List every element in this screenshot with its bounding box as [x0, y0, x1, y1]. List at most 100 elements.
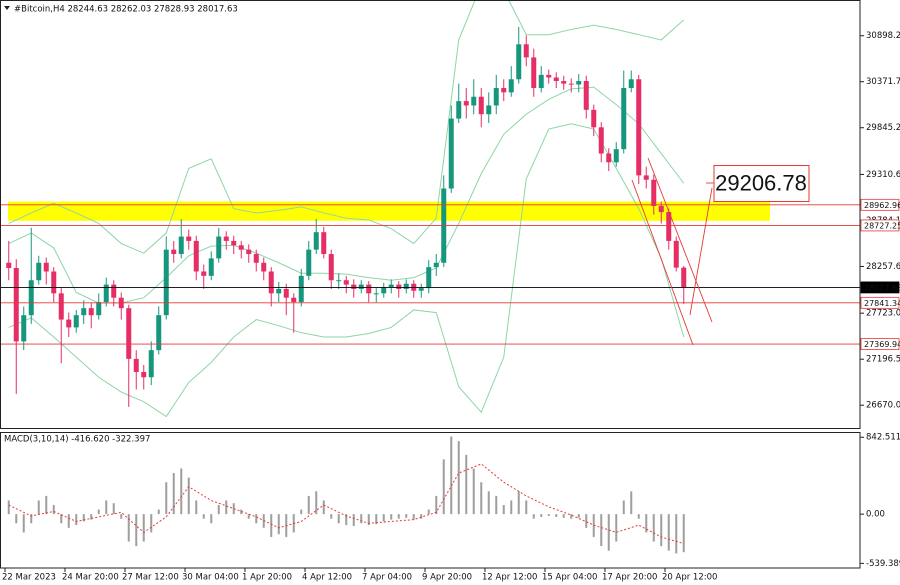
- candle-body: [336, 280, 342, 282]
- y-tick-label: 28257.60: [866, 262, 900, 272]
- macd-bar: [517, 491, 520, 515]
- macd-bar: [187, 477, 190, 515]
- candle-body: [651, 179, 657, 206]
- candle-body: [508, 79, 514, 93]
- candle-body: [201, 271, 207, 276]
- candle-body: [111, 284, 117, 298]
- candle-body: [313, 232, 319, 250]
- macd-bar: [622, 500, 625, 515]
- candle-body: [283, 288, 289, 298]
- candle-body: [291, 297, 297, 303]
- macd-signal: [8, 463, 684, 545]
- macd-bar: [607, 514, 610, 551]
- candle-body: [126, 308, 132, 359]
- macd-bar: [480, 482, 483, 515]
- candle-body: [208, 258, 214, 276]
- candle-body: [6, 262, 12, 269]
- candle-body: [606, 153, 612, 163]
- macd-frame: [0, 432, 861, 569]
- candle-body: [351, 284, 357, 289]
- candle-body: [148, 350, 154, 378]
- macd-bar: [427, 509, 430, 515]
- candle-body: [343, 280, 349, 285]
- macd-bar: [412, 514, 415, 520]
- y-tick-label: 29845.20: [866, 123, 900, 133]
- candle-body: [381, 287, 387, 294]
- macd-bar: [45, 495, 48, 515]
- macd-bar: [105, 500, 108, 515]
- macd-bar: [645, 514, 648, 533]
- menu-arrow[interactable]: [4, 6, 10, 10]
- macd-bar: [112, 503, 115, 515]
- y-tick-label: 27723.00: [866, 309, 900, 319]
- level-label-box: [860, 296, 900, 309]
- macd-bar: [525, 500, 528, 515]
- candle-body: [426, 267, 432, 289]
- candle-body: [403, 283, 409, 289]
- y-tick-label: 26670.00: [866, 401, 900, 411]
- macd-bar: [375, 514, 378, 525]
- macd-bar: [382, 514, 385, 522]
- macd-bar: [157, 509, 160, 515]
- candle-body: [328, 254, 334, 281]
- macd-bar: [442, 459, 445, 515]
- level-label-box: [860, 281, 900, 294]
- macd-bar: [307, 495, 310, 515]
- macd-bar: [202, 514, 205, 519]
- macd-bar: [300, 509, 303, 515]
- candle-body: [133, 358, 139, 372]
- macd-bar: [675, 514, 678, 554]
- macd-bar: [345, 514, 348, 526]
- macd-bar: [637, 514, 640, 519]
- level-label: 28017.63: [864, 283, 900, 292]
- candle-body: [433, 262, 439, 268]
- candle-body: [43, 262, 49, 272]
- candle-body: [73, 315, 79, 328]
- candle-body: [591, 109, 597, 128]
- candle-body: [276, 288, 282, 294]
- candle-body: [253, 254, 259, 263]
- candle-body: [178, 236, 184, 255]
- price-panel: [0, 0, 860, 418]
- x-tick-label: 1 Apr 20:00: [242, 573, 292, 583]
- candle-body: [216, 236, 222, 259]
- macd-bar: [510, 500, 513, 515]
- macd-bar: [97, 509, 100, 515]
- axes: 30898.2030371.7029845.2029310.6028784.10…: [2, 31, 900, 582]
- macd-bar: [682, 514, 685, 553]
- macd-bar: [315, 491, 318, 515]
- level-label-box: [860, 338, 900, 350]
- y-tick-label: 0.00: [866, 510, 885, 520]
- macd-bar: [367, 514, 370, 526]
- candle-body: [621, 87, 627, 150]
- level-label: 27369.94: [864, 340, 900, 349]
- macd-bar: [360, 514, 363, 524]
- macd-bar: [330, 514, 333, 519]
- candle-body: [36, 262, 42, 281]
- candle-body: [231, 240, 237, 246]
- candle-body: [366, 284, 372, 294]
- macd-bar: [547, 514, 550, 516]
- macd-bar: [585, 514, 588, 528]
- level-label: 27841.34: [864, 299, 900, 308]
- macd-bar: [630, 491, 633, 515]
- macd-bar: [37, 500, 40, 515]
- candle-body: [268, 271, 274, 294]
- bollinger-band: [8, 0, 685, 254]
- candle-body: [673, 240, 679, 268]
- macd-bar: [390, 514, 393, 520]
- channel-upper: [647, 157, 713, 323]
- annotation-box: [713, 165, 810, 203]
- candle-body: [373, 293, 379, 295]
- macd-bar: [487, 491, 490, 515]
- candle-body: [88, 308, 94, 316]
- y-tick-label: 29310.60: [866, 170, 900, 180]
- macd-title: MACD(3,10,14) -416.620 -322.397: [4, 435, 150, 445]
- price-frame: [0, 0, 861, 429]
- candle-body: [261, 262, 267, 272]
- candle-body: [658, 205, 664, 213]
- candle-body: [186, 236, 192, 241]
- candle-body: [13, 268, 19, 342]
- macd-bar: [660, 514, 663, 547]
